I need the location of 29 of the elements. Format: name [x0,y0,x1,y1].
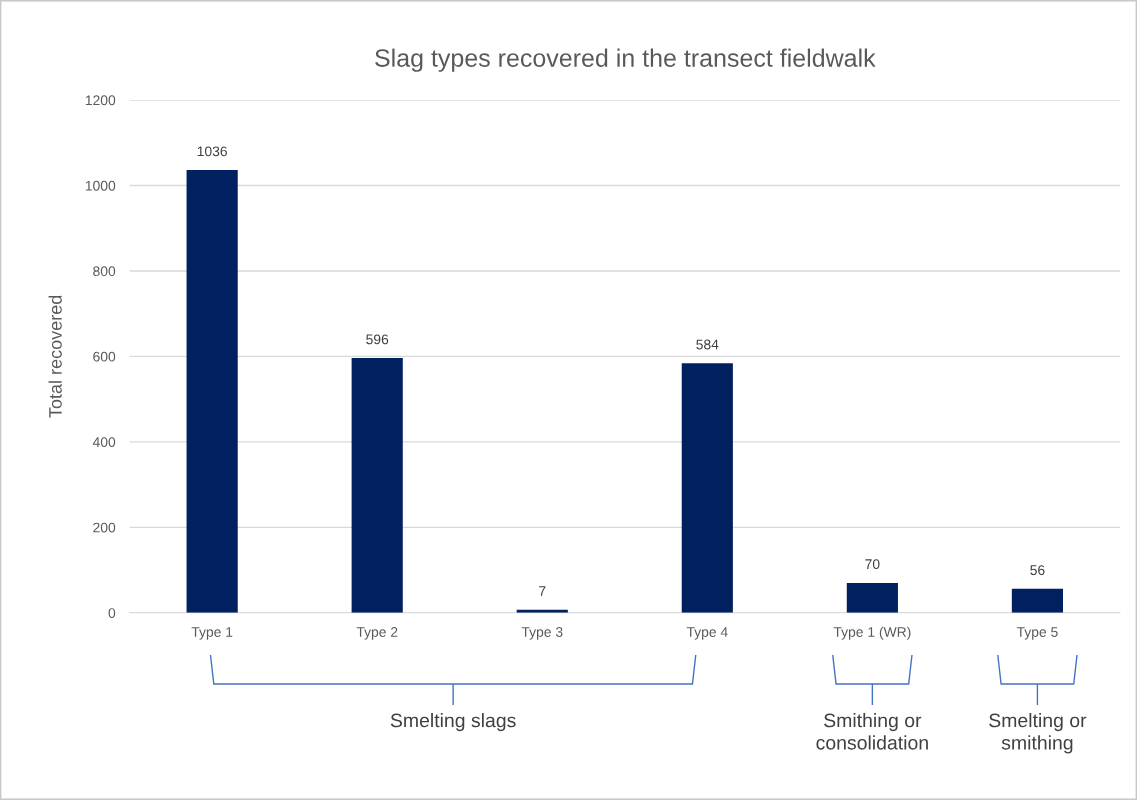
y-tick-label: 1200 [85,95,116,106]
bar [1011,588,1063,613]
y-tick-label: 800 [93,266,116,277]
data-label: 1036 [197,146,227,157]
bar [681,363,733,613]
data-label: 56 [1030,565,1045,576]
y-tick-label: 400 [92,437,116,448]
x-tick-label: Type 4 [686,627,728,640]
y-tick-label: 200 [93,522,116,533]
y-tick-label: 0 [108,608,116,618]
bar [846,582,898,613]
bar [351,358,403,613]
data-label: 596 [366,334,389,345]
x-tick-label: Type 1 [191,627,233,640]
x-tick-label: Type 3 [521,627,563,640]
data-label: 584 [696,339,719,350]
text: Smithing or consolidation [816,713,928,750]
x-tick-label: Type 5 [1016,627,1058,640]
chart-title: Slag types recovered in the transect fieldwalk [375,48,876,72]
bar [186,170,238,613]
data-label: 70 [865,559,880,570]
x-tick-label: Type 2 [356,627,398,640]
y-tick-label: 1000 [85,180,116,191]
text: Smelting or smithing [989,713,1087,754]
text: Smelting slags [390,713,516,732]
data-label: 7 [539,586,546,596]
y-axis-title: Total recovered [48,295,62,418]
y-tick-label: 600 [93,351,116,362]
x-tick-label: Type 1 (WR) [833,626,911,640]
